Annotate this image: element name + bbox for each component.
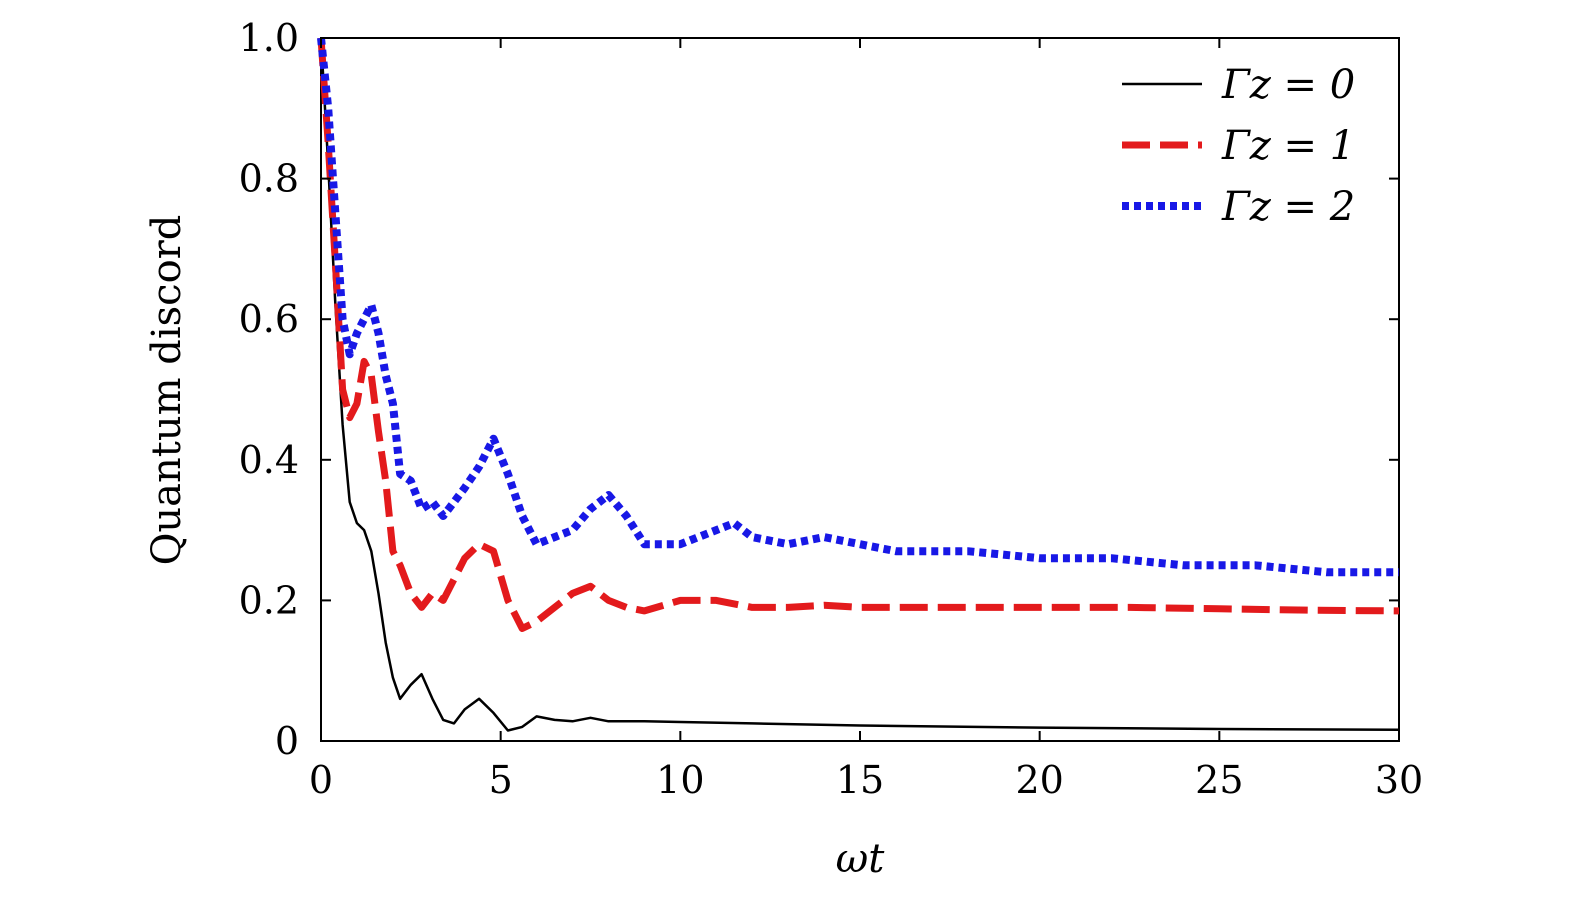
y-tick-label: 0 bbox=[275, 719, 299, 763]
x-tick-label: 0 bbox=[309, 758, 333, 802]
x-axis-title: ωt bbox=[836, 836, 886, 882]
legend-label-2: Γz = 2 bbox=[1221, 184, 1355, 230]
legend-label-0: Γz = 0 bbox=[1221, 62, 1355, 108]
legend: Γz = 0 Γz = 1 Γz = 2 bbox=[1122, 62, 1355, 230]
x-tick-label: 5 bbox=[489, 758, 513, 802]
series-line-1 bbox=[317, 37, 1400, 632]
y-tick-label: 0.4 bbox=[239, 438, 299, 482]
y-tick-label: 0.2 bbox=[239, 578, 299, 622]
y-tick-label: 0.6 bbox=[239, 297, 299, 341]
series-line-2 bbox=[317, 37, 1399, 577]
series-line-0 bbox=[319, 37, 1400, 732]
legend-label-1: Γz = 1 bbox=[1221, 123, 1355, 169]
y-axis-title: Quantum discord bbox=[144, 215, 190, 566]
y-tick-label: 1.0 bbox=[239, 16, 299, 60]
x-tick-label: 25 bbox=[1195, 758, 1243, 802]
y-tick-label: 0.8 bbox=[239, 157, 299, 201]
x-tick-label: 10 bbox=[656, 758, 704, 802]
x-tick-label: 20 bbox=[1015, 758, 1063, 802]
x-tick-label: 30 bbox=[1375, 758, 1423, 802]
axes-layer: 0 5 10 15 20 25 30 0 0.2 0.4 0.6 0.8 1.0 bbox=[239, 16, 1424, 802]
series-layer bbox=[317, 37, 1400, 732]
x-tick-label: 15 bbox=[836, 758, 884, 802]
